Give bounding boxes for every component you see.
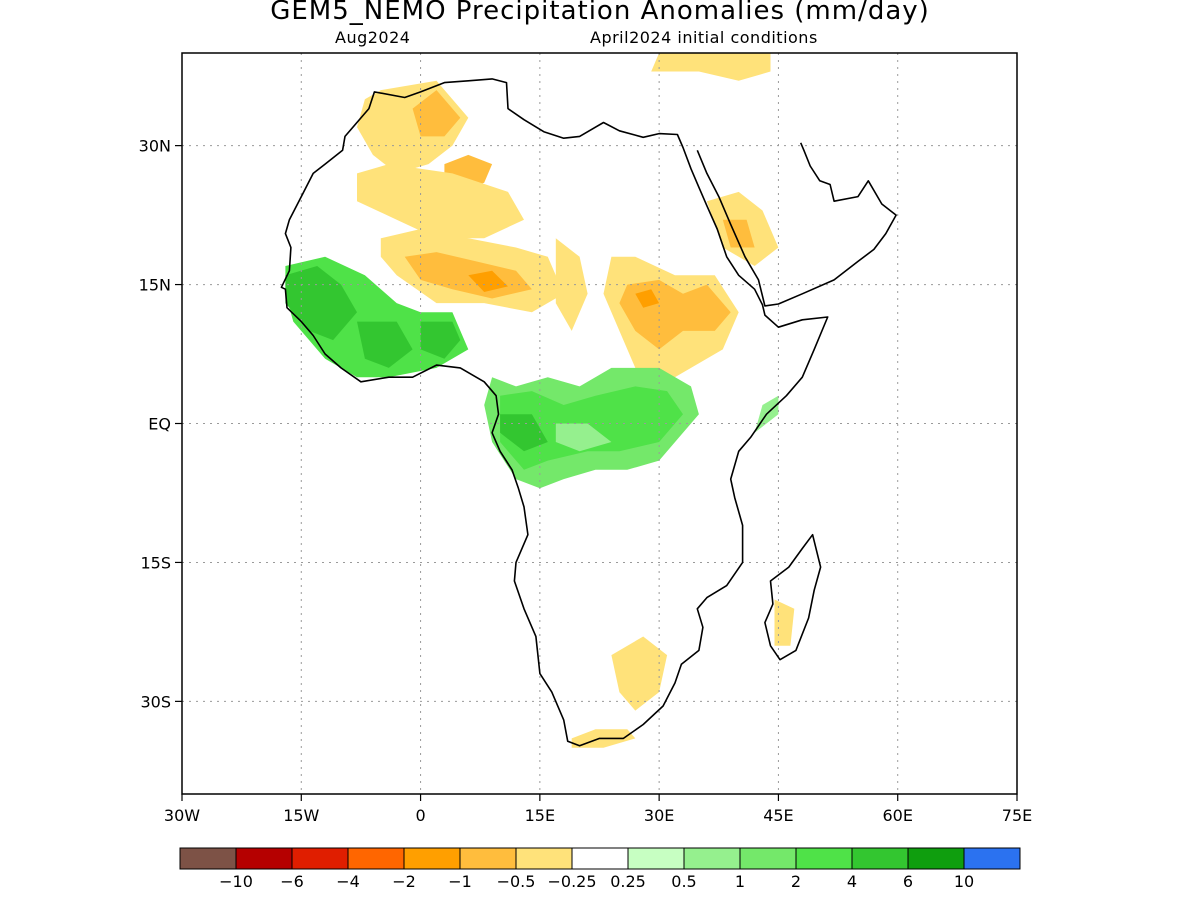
anomaly-region-24 [555,423,612,452]
colorbar-swatch [907,847,965,870]
x-tick-label: 30W [164,806,200,825]
africa-coastline [280,78,829,747]
colorbar-swatch [235,847,293,870]
y-tick-label: EQ [148,415,171,434]
colorbar-label: 2 [791,872,801,891]
colorbar-swatch [347,847,405,870]
anomaly-region-19 [357,321,413,368]
colorbar-label: −1 [448,872,472,891]
colorbar-swatch [739,847,797,870]
colorbar-swatch [515,847,573,870]
x-tick-label: 75E [1002,806,1032,825]
y-tick-label: 30S [140,692,171,711]
anomaly-region-10 [635,289,660,308]
colorbar-swatch [571,847,629,870]
madagascar-coastline [764,533,822,661]
x-tick-label: 30E [644,806,674,825]
y-tick-label: 15N [139,276,171,295]
x-tick-label: 0 [415,806,425,825]
colorbar-label: 10 [954,872,974,891]
y-tick-label: 15S [140,553,171,572]
coastline-layer [280,78,897,747]
colorbar-swatch [963,847,1021,870]
colorbar: −10 −6 −4 −2 −1 −0.5 −0.25 0.25 0.5 1 2 4 6 10 [179,847,1021,891]
anomaly-region-18 [285,266,357,341]
colorbar-swatch [459,847,517,870]
anomaly-region-7 [555,238,588,331]
x-tick-label: 45E [763,806,793,825]
anomaly-region-14 [611,636,668,711]
axis-ticks: 30W 15W 0 15E 30E 45E 60E 75E 30N 15N EQ 15S 30S [139,137,1033,825]
anomaly-region-16 [774,599,795,646]
x-tick-label: 60E [882,806,912,825]
colorbar-label: −2 [392,872,416,891]
anomaly-fill-layer [285,53,795,748]
colorbar-label: −0.25 [547,872,596,891]
subtitle-valid-month: Aug2024 [335,28,411,47]
colorbar-swatch [795,847,853,870]
anomaly-region-20 [420,321,461,359]
arabia-coastline [696,142,897,307]
colorbar-swatch [291,847,349,870]
x-tick-label: 15W [283,806,319,825]
colorbar-label: 0.25 [610,872,646,891]
subtitle-initial-conditions: April2024 initial conditions [590,28,818,47]
colorbar-label: 1 [735,872,745,891]
colorbar-label: −6 [280,872,304,891]
y-tick-label: 30N [139,137,171,156]
colorbar-swatch [179,847,237,870]
colorbar-swatch [683,847,741,870]
colorbar-swatch [403,847,461,870]
colorbar-label: −4 [336,872,360,891]
colorbar-swatch [851,847,909,870]
anomaly-region-6 [468,270,508,292]
anomaly-region-1 [412,90,461,137]
anomaly-region-3 [357,164,524,239]
x-tick-label: 15E [525,806,555,825]
colorbar-label: −0.5 [497,872,536,891]
anomaly-region-12 [722,219,755,248]
colorbar-label: 0.5 [671,872,696,891]
colorbar-label: 4 [847,872,857,891]
colorbar-label: 6 [903,872,913,891]
colorbar-label: −10 [219,872,253,891]
colorbar-swatch [627,847,685,870]
anomaly-region-13 [651,53,771,81]
page-title: GEM5_NEMO Precipitation Anomalies (mm/da… [270,0,930,26]
